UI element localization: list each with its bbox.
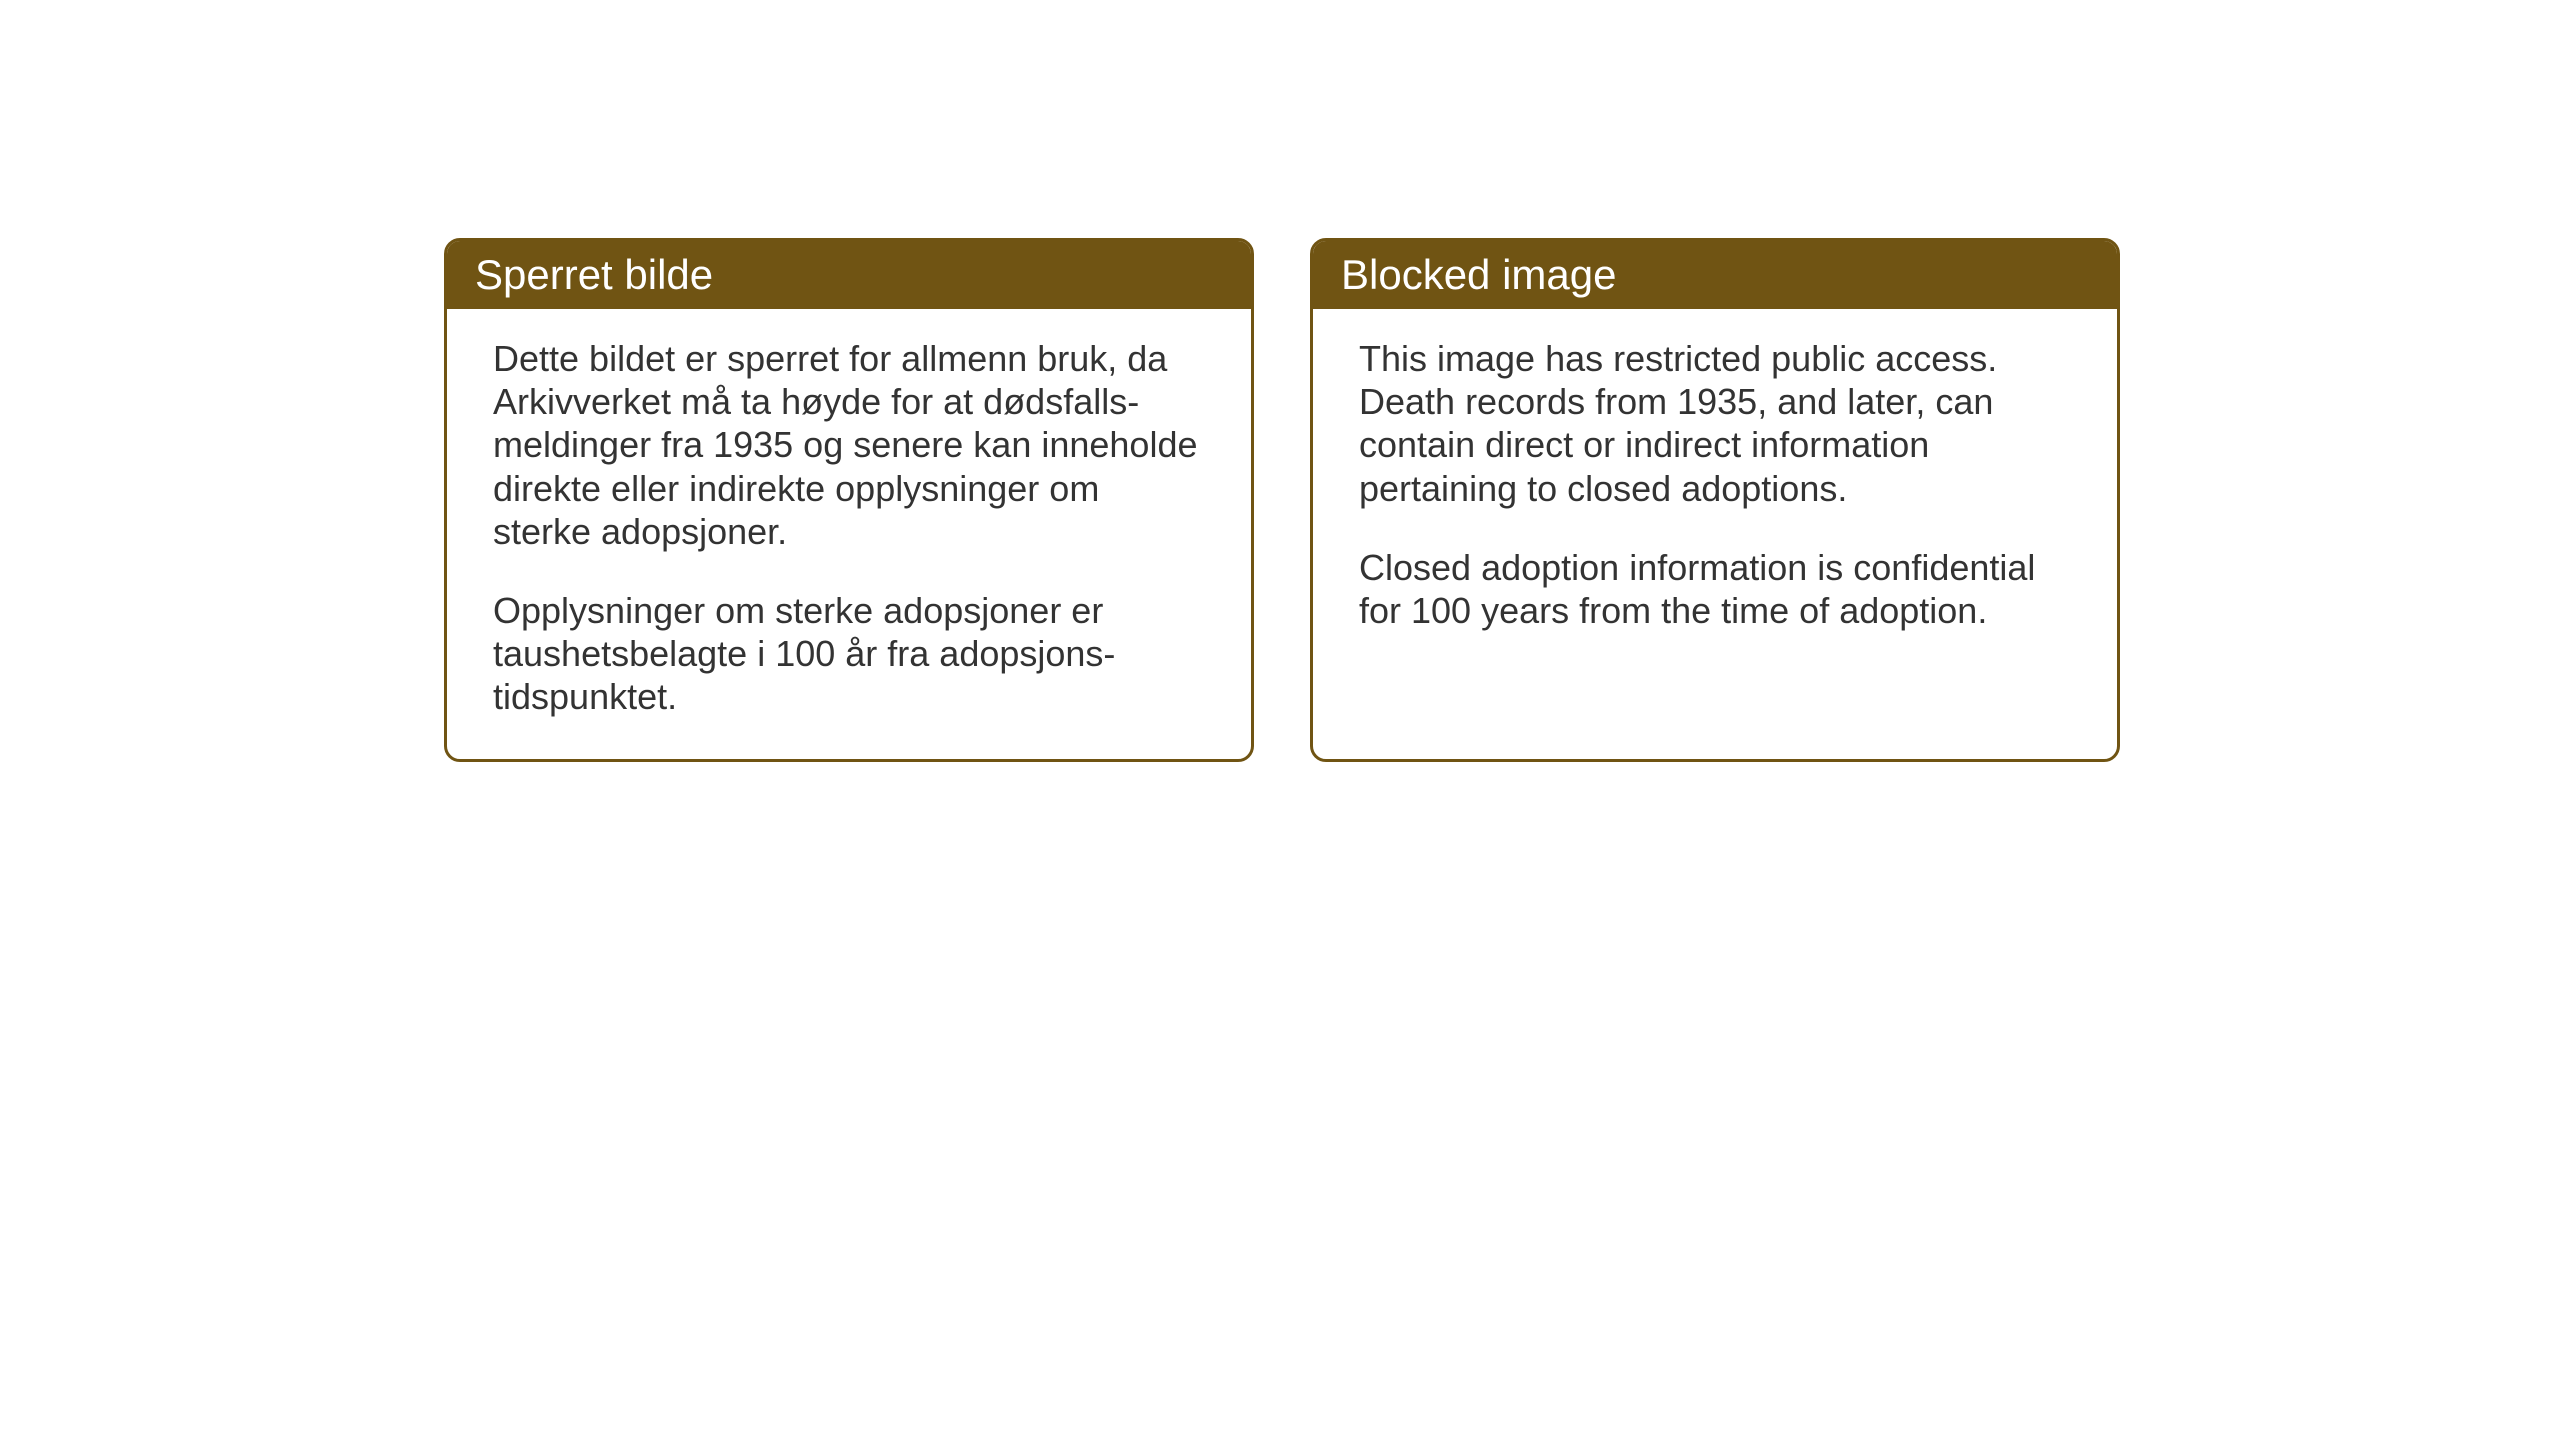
card-title-norwegian: Sperret bilde [475, 251, 713, 298]
notice-card-norwegian: Sperret bilde Dette bildet er sperret fo… [444, 238, 1254, 762]
card-header-english: Blocked image [1313, 241, 2117, 309]
card-paragraph-2-english: Closed adoption information is confident… [1359, 546, 2071, 632]
card-paragraph-1-norwegian: Dette bildet er sperret for allmenn bruk… [493, 337, 1205, 553]
card-paragraph-1-english: This image has restricted public access.… [1359, 337, 2071, 510]
card-body-norwegian: Dette bildet er sperret for allmenn bruk… [447, 309, 1251, 759]
card-body-english: This image has restricted public access.… [1313, 309, 2117, 672]
card-header-norwegian: Sperret bilde [447, 241, 1251, 309]
card-title-english: Blocked image [1341, 251, 1616, 298]
notice-cards-container: Sperret bilde Dette bildet er sperret fo… [444, 238, 2120, 762]
notice-card-english: Blocked image This image has restricted … [1310, 238, 2120, 762]
card-paragraph-2-norwegian: Opplysninger om sterke adopsjoner er tau… [493, 589, 1205, 719]
